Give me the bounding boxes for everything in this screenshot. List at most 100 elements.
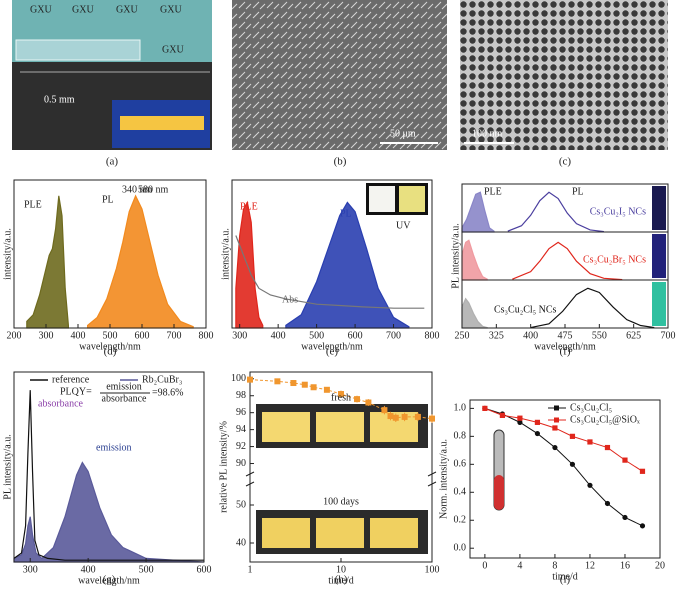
- y-axis-label: relative PL intensity/%: [218, 421, 229, 513]
- photo-label: GXU: [116, 4, 138, 15]
- point: [569, 433, 576, 439]
- x-tick-label: 250: [455, 330, 470, 341]
- point: [301, 381, 308, 388]
- vial-photo: [652, 282, 666, 326]
- curve: [13, 461, 205, 563]
- annotation: PLE: [484, 186, 502, 197]
- inset-photo: [369, 186, 395, 212]
- x-tick-label: 400: [523, 330, 538, 341]
- curve: [530, 287, 655, 329]
- x-tick-label: 1: [248, 564, 253, 575]
- x-tick-label: 500: [309, 330, 324, 341]
- x-tick-label: 600: [135, 330, 150, 341]
- y-axis-label: PL intensity/a.u.: [2, 434, 13, 499]
- photo-label: GXU: [30, 4, 52, 15]
- point: [517, 419, 523, 425]
- curve: [507, 191, 604, 233]
- vial-photo: [652, 186, 666, 230]
- x-tick-label: 100: [425, 564, 440, 575]
- point: [414, 413, 421, 420]
- x-tick-label: 400: [271, 330, 286, 341]
- x-tick-label: 16: [620, 560, 630, 571]
- legend-marker: [554, 417, 559, 423]
- annotation: UV: [396, 220, 411, 231]
- photo-c: 100 nm (c): [460, 0, 668, 168]
- photo-label: GXU: [72, 4, 94, 15]
- point: [552, 444, 558, 451]
- y-tick-label: 0.6: [454, 459, 467, 470]
- point: [365, 399, 372, 406]
- x-axis-label: wavelength/nm: [301, 341, 363, 352]
- film-photo: [262, 412, 310, 442]
- y-tick-label: 0.4: [454, 487, 467, 498]
- line: [484, 407, 643, 472]
- curve: [512, 241, 623, 281]
- subplot-label: Cs₃Cu₂Br₅ NCs: [583, 254, 646, 265]
- point: [338, 391, 344, 398]
- subplot-label: Cs₃Cu₂Cl₅ NCs: [494, 304, 557, 315]
- caption: (a): [106, 156, 119, 168]
- film-photo: [316, 518, 364, 548]
- x-tick-label: 800: [425, 330, 440, 341]
- x-tick-label: 300: [23, 564, 38, 575]
- legend-label: Cs₃Cu₂Cl₅: [570, 402, 612, 413]
- x-axis-label: wavelength/nm: [78, 575, 140, 586]
- point: [274, 378, 281, 385]
- curve: [87, 194, 194, 329]
- series-label: PLE: [240, 201, 258, 212]
- annotation: emission: [106, 381, 142, 392]
- subplot-frame: [461, 279, 669, 329]
- point: [534, 430, 541, 437]
- annotation: absorbance: [102, 393, 148, 404]
- caption: (e): [326, 346, 339, 358]
- photo-b: 50 μm (b): [232, 0, 447, 168]
- legend-label: Rb₂CuBr₃: [142, 374, 182, 385]
- x-axis-label: wavelength/nm: [534, 341, 596, 352]
- y-tick-label: 1.0: [454, 403, 467, 414]
- series-label: Abs: [282, 294, 298, 305]
- y-axis-label: PL intensity/a.u.: [450, 223, 461, 288]
- x-tick-label: 700: [167, 330, 182, 341]
- point: [587, 482, 593, 488]
- x-tick-label: 475: [558, 330, 573, 341]
- series-label: PL: [340, 208, 352, 219]
- point: [639, 523, 646, 529]
- x-tick-label: 550: [592, 330, 607, 341]
- x-tick-label: 500: [103, 330, 118, 341]
- caption: (f): [560, 346, 571, 358]
- x-tick-label: 700: [386, 330, 401, 341]
- x-tick-label: 625: [626, 330, 641, 341]
- point: [552, 425, 558, 431]
- point: [247, 376, 253, 383]
- scale-label: 0.5 mm: [44, 94, 75, 105]
- photo-label: GXU: [162, 44, 184, 55]
- x-tick-label: 325: [489, 330, 504, 341]
- y-tick-label: 90: [236, 458, 246, 469]
- legend-marker: [554, 405, 559, 411]
- point: [381, 407, 388, 414]
- x-tick-label: 20: [655, 560, 665, 571]
- series-label: PL: [102, 194, 114, 205]
- point: [517, 415, 523, 421]
- point: [392, 414, 399, 421]
- annotation: 340 nm: [122, 184, 153, 195]
- y-tick-label: 0.0: [454, 543, 467, 554]
- x-tick-label: 300: [232, 330, 247, 341]
- y-axis-label: intensity/a.u.: [2, 228, 13, 280]
- point: [354, 396, 361, 403]
- x-tick-label: 500: [139, 564, 154, 575]
- y-tick-label: 0.8: [454, 431, 467, 442]
- point: [534, 419, 541, 425]
- y-tick-label: 0.2: [454, 515, 467, 526]
- point: [587, 439, 593, 445]
- curve: [285, 201, 410, 329]
- film-photo: [262, 518, 310, 548]
- film-photo: [316, 412, 364, 442]
- line: [484, 407, 643, 527]
- x-tick-label: 600: [197, 564, 212, 575]
- point: [387, 413, 394, 420]
- plot-frame: [469, 399, 661, 559]
- curve: [26, 195, 69, 329]
- photo-label: GXU: [160, 4, 182, 15]
- annotation: PL: [572, 186, 584, 197]
